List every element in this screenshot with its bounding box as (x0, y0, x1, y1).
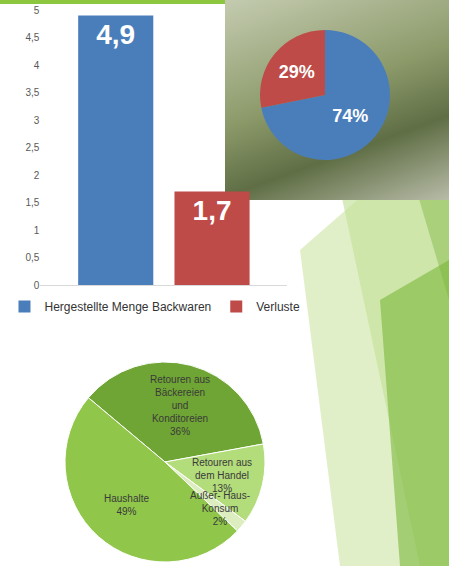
svg-text:4: 4 (34, 60, 40, 71)
svg-text:2,5: 2,5 (26, 142, 40, 153)
svg-text:0,5: 0,5 (26, 252, 40, 263)
svg-text:0: 0 (34, 280, 40, 291)
svg-text:1,7: 1,7 (193, 195, 232, 226)
svg-text:Retouren ausdem Handel13%: Retouren ausdem Handel13% (192, 457, 252, 494)
svg-text:4,5: 4,5 (26, 32, 40, 43)
svg-text:Außer- Haus-Konsum2%: Außer- Haus-Konsum2% (190, 490, 250, 527)
svg-text:1: 1 (34, 225, 40, 236)
svg-text:Hergestellte Menge Backwaren: Hergestellte Menge Backwaren (44, 300, 211, 314)
svg-text:74%: 74% (332, 106, 368, 126)
svg-text:3: 3 (34, 115, 40, 126)
svg-text:4,9: 4,9 (96, 19, 135, 50)
svg-text:3,5: 3,5 (26, 87, 40, 98)
svg-text:1,5: 1,5 (26, 197, 40, 208)
svg-text:Verluste: Verluste (256, 300, 300, 314)
svg-text:Retouren ausBäckereienundKondi: Retouren ausBäckereienundKonditoreien36% (150, 374, 210, 437)
svg-text:2: 2 (34, 170, 40, 181)
svg-text:5: 5 (34, 5, 40, 16)
svg-text:29%: 29% (279, 62, 315, 82)
svg-text:Haushalte49%: Haushalte49% (104, 493, 149, 517)
